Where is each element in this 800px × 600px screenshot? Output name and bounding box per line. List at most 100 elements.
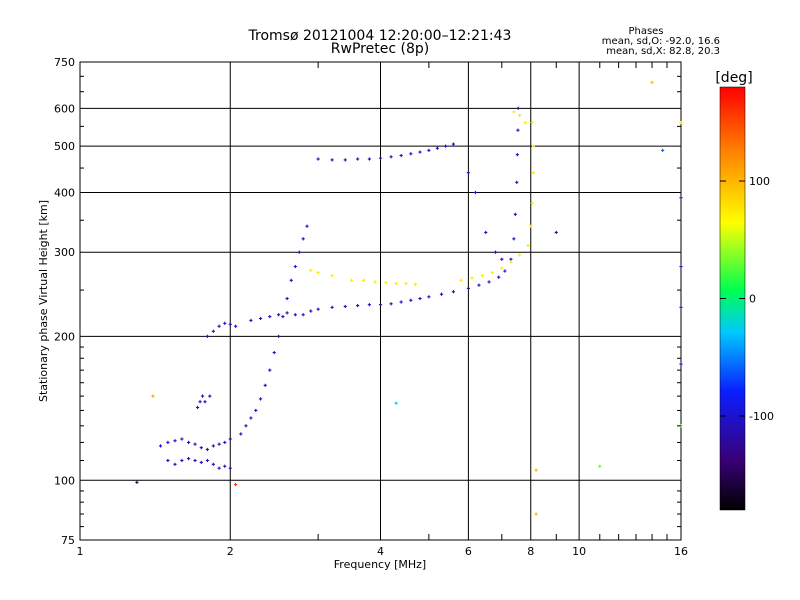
data-point xyxy=(529,224,533,228)
data-point xyxy=(409,298,413,302)
data-point xyxy=(459,278,463,282)
data-point xyxy=(466,171,470,175)
data-point xyxy=(513,212,517,216)
data-point xyxy=(427,148,431,152)
isolated-point xyxy=(394,401,398,405)
isolated-point xyxy=(650,80,654,84)
data-point xyxy=(516,106,520,110)
data-point xyxy=(205,447,210,452)
data-point xyxy=(362,278,366,282)
data-point xyxy=(277,334,281,338)
y-tick-label: 300 xyxy=(54,246,75,259)
data-point xyxy=(523,121,527,125)
data-point xyxy=(272,350,276,355)
x-tick-label: 8 xyxy=(527,545,534,558)
data-point xyxy=(451,290,456,294)
y-tick-label: 200 xyxy=(54,330,75,343)
data-point xyxy=(330,158,334,162)
isolated-point xyxy=(679,305,683,309)
data-point xyxy=(493,250,498,254)
data-point xyxy=(404,281,408,286)
data-point xyxy=(305,224,309,228)
data-point xyxy=(473,190,478,195)
x-tick-label: 16 xyxy=(674,545,688,558)
data-point xyxy=(223,321,227,325)
data-point xyxy=(268,315,272,319)
data-point xyxy=(439,292,444,296)
data-point xyxy=(158,444,163,448)
data-point xyxy=(173,439,177,443)
data-point xyxy=(378,156,383,160)
data-point xyxy=(205,334,210,338)
data-point xyxy=(399,153,403,158)
data-point xyxy=(268,368,272,372)
colorbar-label: [deg] xyxy=(715,70,752,86)
data-point xyxy=(477,283,481,287)
y-tick-label: 75 xyxy=(61,534,75,547)
data-point xyxy=(427,295,431,299)
isolated-point xyxy=(234,482,238,487)
data-point xyxy=(199,460,203,464)
data-point xyxy=(223,464,227,468)
data-point xyxy=(234,324,238,328)
data-point xyxy=(330,274,334,278)
grid-lines xyxy=(80,62,681,540)
data-points xyxy=(135,80,683,516)
data-point xyxy=(211,462,215,466)
chart-subtitle: RwPretec (8p) xyxy=(331,41,429,57)
isolated-point xyxy=(679,121,683,125)
data-point xyxy=(193,458,197,463)
stats-x-mode: mean, sd,X: 82.8, 20.3 xyxy=(606,46,720,57)
data-point xyxy=(343,158,347,162)
stats-heading: Phases xyxy=(628,26,663,37)
data-point xyxy=(301,237,305,241)
data-point xyxy=(515,153,519,157)
isolated-point xyxy=(661,148,665,152)
data-point xyxy=(518,253,522,257)
x-tick-label: 10 xyxy=(572,545,586,558)
data-point xyxy=(480,274,484,278)
data-point xyxy=(526,243,530,248)
data-point xyxy=(281,315,285,319)
data-point xyxy=(285,296,289,301)
data-point xyxy=(309,268,313,272)
data-point xyxy=(409,152,413,156)
data-point xyxy=(349,278,354,282)
data-point xyxy=(223,440,227,445)
isolated-point xyxy=(679,362,683,366)
data-point xyxy=(330,305,334,309)
isolated-point xyxy=(135,480,139,484)
data-point xyxy=(443,144,448,148)
data-point xyxy=(418,150,422,154)
data-point xyxy=(200,394,205,398)
data-point xyxy=(490,270,494,275)
data-point xyxy=(297,250,301,254)
data-point xyxy=(500,266,504,270)
data-point xyxy=(211,444,215,448)
data-point xyxy=(487,280,491,284)
y-tick-label: 750 xyxy=(54,56,75,69)
data-point xyxy=(195,405,200,410)
isolated-point xyxy=(151,394,155,398)
data-point xyxy=(531,171,536,175)
data-point xyxy=(228,466,232,470)
data-point xyxy=(451,142,456,146)
data-point xyxy=(217,466,221,470)
data-point xyxy=(228,322,232,326)
data-point xyxy=(289,278,293,282)
data-point xyxy=(470,276,474,280)
stats-o-mode: mean, sd,O: -92.0, 16.6 xyxy=(602,36,720,47)
data-point xyxy=(509,260,513,264)
y-tick-label: 500 xyxy=(54,140,75,153)
data-point xyxy=(186,457,191,461)
data-point xyxy=(217,442,221,446)
chart-title: Tromsø 20121004 12:20:00–12:21:43 xyxy=(248,28,512,44)
data-point xyxy=(466,286,470,291)
data-point xyxy=(180,437,184,441)
data-point xyxy=(497,275,501,279)
data-point xyxy=(277,313,281,317)
data-point xyxy=(413,282,418,286)
data-point xyxy=(509,257,513,261)
data-point xyxy=(244,424,248,428)
